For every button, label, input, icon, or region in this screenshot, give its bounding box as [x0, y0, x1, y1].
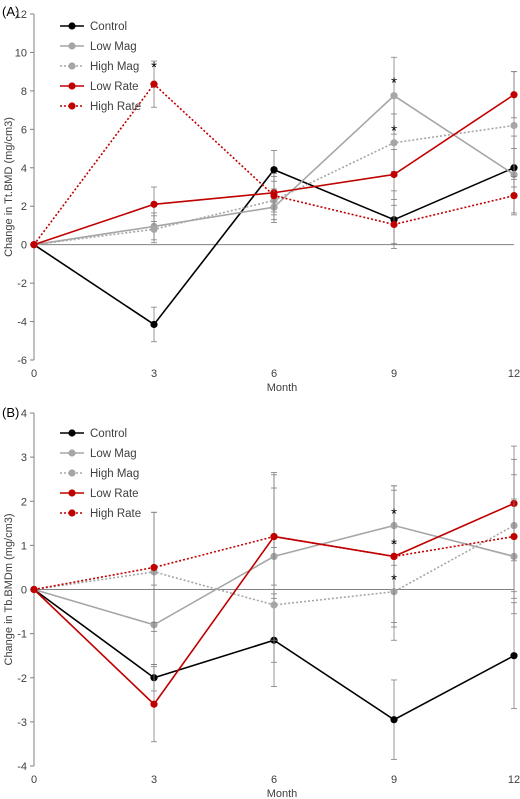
p1-data-point — [150, 225, 158, 233]
p2-data-point — [390, 716, 398, 724]
p1-x-axis-label: Month — [267, 382, 298, 394]
p2-y-tick-label: 0 — [21, 585, 27, 597]
p1-legend-marker — [68, 22, 76, 30]
p1-legend-label: High Rate — [90, 101, 141, 113]
p1-y-tick-label: -2 — [17, 278, 27, 290]
p1-y-tick-label: 2 — [21, 201, 27, 213]
p1-data-point — [150, 80, 158, 88]
p1-y-tick-label: 6 — [21, 124, 27, 136]
p2-data-point — [510, 532, 518, 541]
p1-legend-label: High Mag — [90, 61, 139, 73]
p1-y-tick-label: 0 — [21, 240, 27, 252]
p2-y-tick-label: 2 — [21, 496, 27, 508]
p1-data-point — [270, 166, 278, 174]
p2-data-point — [150, 700, 158, 708]
p2-x-tick-label: 3 — [151, 774, 157, 786]
p2-data-point — [270, 601, 278, 609]
p1-legend-label: Low Rate — [90, 81, 139, 93]
p2-panel-label: (B) — [2, 405, 19, 420]
p1-data-point — [30, 241, 38, 249]
p2-x-tick-label: 12 — [508, 774, 520, 786]
p1-x-tick-label: 0 — [31, 368, 37, 380]
p2-significance-marker: * — [391, 571, 397, 588]
p1-data-point — [150, 200, 158, 208]
p2-legend-label: High Mag — [90, 468, 139, 480]
p2-legend-label: Low Rate — [90, 488, 139, 500]
p1-x-tick-label: 9 — [391, 368, 397, 380]
p1-legend-label: Low Mag — [90, 41, 137, 53]
p1-legend-marker — [68, 62, 76, 70]
p1-y-tick-label: 12 — [15, 9, 27, 21]
p1-x-tick-label: 3 — [151, 368, 157, 380]
p2-data-point — [390, 552, 398, 561]
p2-legend-label: Low Mag — [90, 448, 137, 460]
p1-data-point — [390, 220, 398, 229]
p1-y-tick-label: -6 — [17, 355, 27, 367]
p2-y-tick-label: -1 — [17, 629, 27, 641]
p1-data-point — [510, 121, 518, 130]
p1-significance-marker: * — [151, 59, 157, 76]
p2-legend-label: High Rate — [90, 508, 141, 520]
p2-y-tick-label: -2 — [17, 673, 27, 685]
p2-data-point — [270, 532, 278, 541]
p1-data-point — [390, 139, 398, 147]
p2-x-tick-label: 9 — [391, 774, 397, 786]
p2-data-point — [150, 563, 158, 572]
p1-panel-label: (A) — [2, 4, 19, 19]
p2-y-tick-label: -3 — [17, 717, 27, 729]
p2-significance-marker: * — [391, 536, 397, 553]
p1-y-tick-label: -4 — [17, 317, 27, 329]
p2-data-point — [510, 652, 518, 660]
p2-legend-marker — [68, 489, 76, 497]
p1-x-tick-label: 6 — [271, 368, 277, 380]
p1-y-tick-label: 8 — [21, 86, 27, 98]
p1-data-point — [270, 192, 278, 200]
p1-data-point — [390, 92, 398, 100]
p2-y-axis-label: Change in Tb.BMDm (mg/cm3) — [3, 513, 15, 665]
p1-data-point — [510, 192, 518, 200]
p1-legend-label: Control — [90, 21, 127, 33]
p1-y-tick-label: 10 — [15, 47, 27, 59]
p1-data-point — [510, 91, 518, 99]
p2-legend-marker — [68, 449, 76, 457]
p2-y-tick-label: -4 — [17, 761, 27, 773]
p1-data-point — [150, 320, 158, 329]
p2-legend-marker — [68, 429, 76, 437]
p2-x-tick-label: 6 — [271, 774, 277, 786]
p2-x-axis-label: Month — [267, 788, 298, 799]
p2-y-tick-label: 1 — [21, 540, 27, 552]
p1-legend-marker — [68, 42, 76, 50]
p1-y-tick-label: 4 — [21, 163, 27, 175]
p2-x-tick-label: 0 — [31, 774, 37, 786]
p1-significance-marker: * — [391, 74, 397, 91]
p2-legend-marker — [68, 469, 76, 477]
p1-x-tick-label: 12 — [508, 368, 520, 380]
p1-data-point — [390, 170, 398, 179]
p2-legend-label: Control — [90, 428, 127, 440]
p2-data-point — [30, 585, 38, 594]
p1-legend-marker — [68, 82, 76, 90]
p2-significance-marker: * — [391, 505, 397, 522]
p1-significance-marker: * — [391, 122, 397, 139]
p1-legend-marker — [68, 102, 76, 110]
p2-y-tick-label: 4 — [21, 408, 27, 420]
p2-y-tick-label: 3 — [21, 452, 27, 464]
p2-legend-marker — [68, 509, 76, 517]
p1-y-axis-label: Change in Tt.BMD (mg/cm3) — [3, 117, 15, 257]
